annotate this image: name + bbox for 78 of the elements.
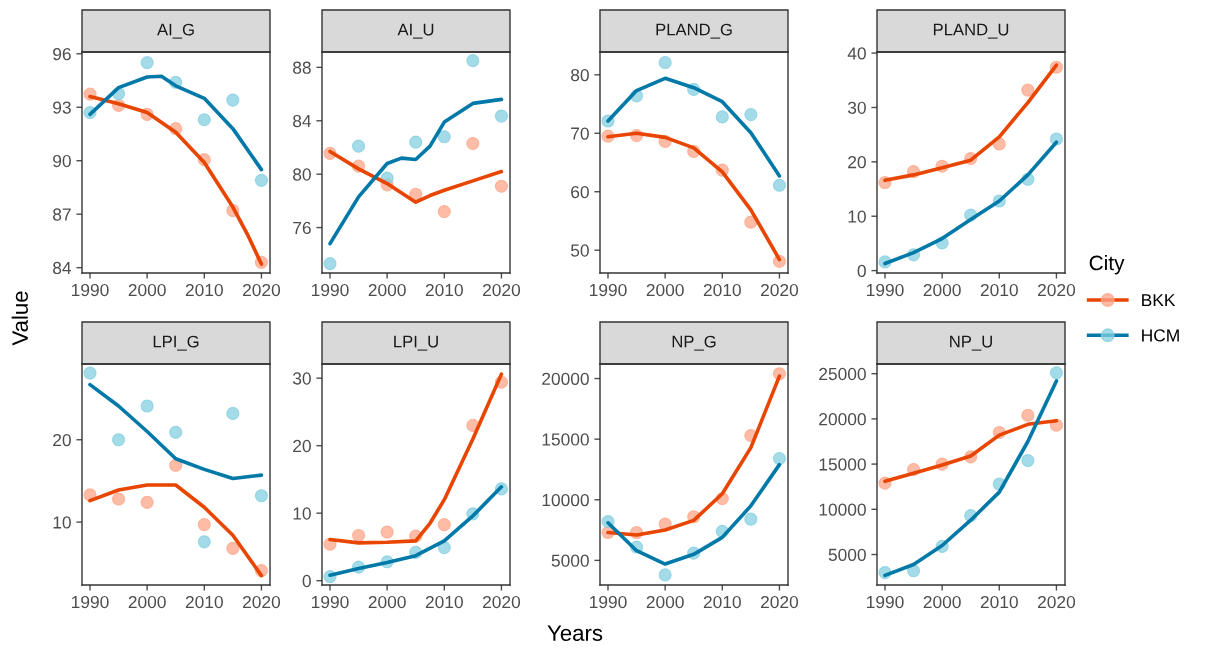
- x-tick-label: 2020: [242, 283, 281, 297]
- x-tick-label: 2000: [646, 283, 684, 297]
- y-tick-label: 88: [293, 61, 311, 74]
- y-tick-label: 20: [848, 156, 866, 169]
- y-tick-label: 30: [292, 372, 311, 385]
- legend-title: City: [1089, 255, 1125, 275]
- x-tick-label: 1990: [867, 283, 904, 297]
- x-tick-label: 1990: [72, 595, 109, 609]
- y-tick-label: 87: [53, 208, 71, 221]
- x-tick-label: 2000: [368, 595, 406, 609]
- x-tick-label: 1990: [312, 595, 349, 609]
- x-tick-label: 2000: [923, 283, 961, 297]
- y-tick-label: 10000: [542, 493, 589, 507]
- y-tick-label: 10: [848, 210, 866, 223]
- y-tick-label: 70: [571, 127, 589, 140]
- x-tick-label: 2020: [242, 595, 281, 609]
- x-tick-label: 2010: [980, 595, 1018, 609]
- y-tick-label: 76: [293, 221, 311, 235]
- y-tick-label: 80: [571, 68, 589, 82]
- x-tick-label: 2010: [425, 595, 463, 609]
- y-tick-label: 10: [293, 507, 311, 520]
- y-tick-label: 10: [53, 516, 71, 529]
- x-tick-label: 2020: [1037, 283, 1076, 297]
- chart-title: AI_U: [397, 23, 434, 39]
- y-tick-label: 80: [293, 168, 311, 181]
- x-tick-label: 2020: [1037, 595, 1076, 609]
- chart-title: LPI_G: [153, 335, 199, 351]
- chart-title: NP_G: [672, 335, 716, 351]
- y-tick-label: 0: [302, 574, 311, 588]
- y-tick-label: 0: [857, 264, 866, 278]
- y-tick-label: 20000: [542, 372, 589, 386]
- x-tick-label: 2010: [185, 595, 223, 609]
- x-tick-label: 1990: [590, 283, 627, 297]
- y-tick-label: 20000: [819, 413, 866, 426]
- legend-label: BKK: [1142, 294, 1176, 307]
- chart-title: NP_U: [950, 335, 992, 351]
- y-tick-label: 40: [847, 47, 866, 60]
- x-tick-label: 1990: [72, 283, 109, 297]
- y-tick-label: 84: [293, 114, 312, 128]
- y-tick-label: 93: [53, 101, 71, 114]
- y-tick-label: 5000: [551, 554, 589, 567]
- y-tick-label: 30: [847, 101, 866, 114]
- y-tick-label: 96: [53, 47, 71, 61]
- x-tick-label: 2010: [703, 283, 741, 297]
- x-tick-label: 2000: [128, 595, 166, 609]
- y-tick-label: 15000: [542, 433, 589, 446]
- x-tick-label: 2010: [425, 283, 463, 297]
- x-tick-label: 2020: [760, 595, 799, 609]
- x-tick-label: 2000: [128, 283, 166, 297]
- chart-title: LPI_U: [394, 335, 438, 351]
- x-tick-label: 2000: [646, 595, 684, 609]
- x-tick-label: 1990: [590, 595, 627, 609]
- x-tick-label: 2020: [482, 595, 521, 609]
- x-tick-label: 2000: [923, 595, 961, 609]
- y-tick-label: 20: [53, 433, 71, 447]
- x-tick-label: 2000: [368, 283, 406, 297]
- text: Years: [547, 625, 603, 641]
- x-tick-label: 1990: [867, 595, 904, 609]
- y-tick-label: 15000: [819, 458, 866, 471]
- legend-label: HCM: [1142, 329, 1179, 342]
- y-tick-label: 5000: [828, 548, 866, 561]
- chart-title: PLAND_U: [933, 23, 1009, 39]
- y-tick-label: 25000: [819, 367, 866, 381]
- x-tick-label: 2010: [185, 283, 223, 297]
- y-tick-label: 20: [293, 439, 311, 453]
- x-tick-label: 2010: [980, 283, 1018, 297]
- y-tick-label: 50: [570, 244, 589, 257]
- y-tick-label: 84: [53, 261, 72, 275]
- chart-title: PLAND_G: [656, 23, 732, 39]
- chart-title: AI_G: [157, 23, 194, 39]
- x-tick-label: 2020: [482, 283, 521, 297]
- y-axis-title: Value: [11, 291, 28, 346]
- y-tick-label: 90: [53, 154, 71, 168]
- x-tick-label: 2020: [760, 283, 799, 297]
- x-tick-label: 2010: [703, 595, 741, 609]
- x-tick-label: 1990: [312, 283, 349, 297]
- y-tick-label: 60: [571, 185, 589, 199]
- y-tick-label: 10000: [819, 503, 866, 516]
